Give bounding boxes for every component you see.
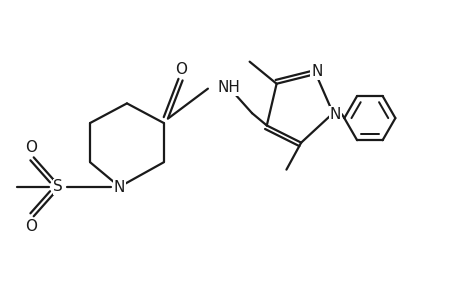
Text: N: N <box>329 107 341 122</box>
Text: N: N <box>114 180 125 195</box>
Text: O: O <box>174 61 186 76</box>
Text: NH: NH <box>217 80 240 95</box>
Text: S: S <box>53 179 63 194</box>
Text: O: O <box>25 140 37 155</box>
Text: N: N <box>310 64 322 79</box>
Text: O: O <box>25 219 37 234</box>
